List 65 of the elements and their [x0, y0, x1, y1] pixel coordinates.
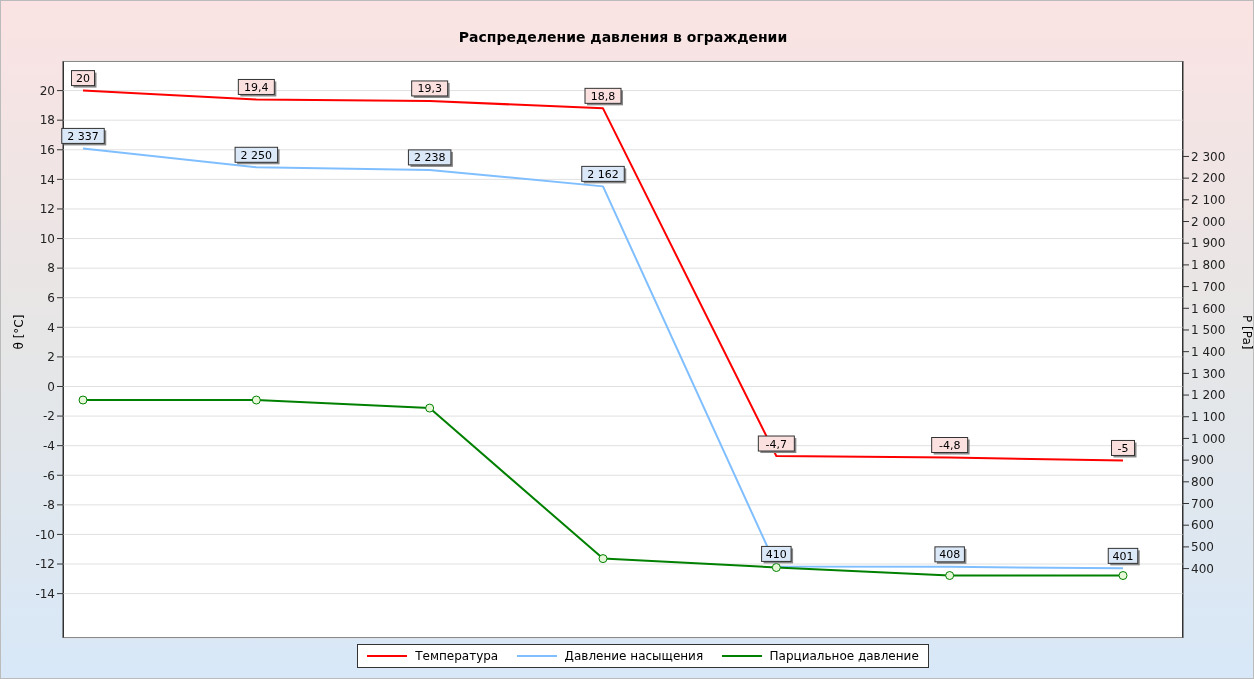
y-tick-label: -10 — [35, 527, 55, 542]
y-tick-label: 4 — [47, 320, 55, 335]
data-label: 19,4 — [244, 80, 269, 94]
y2-tick-label: 1 100 — [1191, 410, 1226, 424]
data-label: 410 — [765, 547, 787, 561]
point — [771, 563, 781, 572]
y-tick-label: 14 — [39, 172, 55, 187]
y2-tick-label: 1 900 — [1191, 236, 1226, 251]
y-tick-label: 6 — [47, 290, 55, 305]
y-tick-label: -6 — [43, 468, 55, 483]
y-tick-label: 18 — [39, 113, 55, 128]
y2-tick-label: 2 200 — [1191, 171, 1226, 186]
data-label: 401 — [1112, 549, 1134, 563]
y2-tick-label: 1 800 — [1191, 258, 1226, 273]
point — [251, 395, 261, 405]
legend-label: Температура — [415, 649, 499, 663]
y-tick-label: -2 — [43, 409, 55, 424]
data-label: -5 — [1117, 441, 1129, 455]
y2-tick-label: 2 100 — [1191, 193, 1226, 208]
data-label: 2 250 — [240, 148, 273, 162]
y-tick-label: -14 — [35, 586, 55, 601]
y2-tick-label: 600 — [1191, 518, 1214, 533]
y2-tick-label: 1 700 — [1191, 279, 1226, 294]
y2-tick-label: 700 — [1191, 496, 1214, 511]
y2-tick-label: 500 — [1191, 540, 1214, 555]
y2-tick-label: 2 000 — [1191, 214, 1226, 229]
data-label: -4,8 — [938, 439, 961, 452]
y2-tick-label: 1 500 — [1191, 323, 1226, 338]
y2-tick-label: 800 — [1191, 475, 1214, 490]
y2-tick-label: 1 300 — [1191, 366, 1226, 381]
y-tick-label: 12 — [39, 202, 55, 217]
data-label: 2 162 — [587, 167, 619, 181]
y-tick-label: -12 — [35, 557, 55, 572]
y-tick-label: -8 — [43, 498, 55, 513]
y-tick-label: 8 — [47, 261, 55, 276]
data-label: 20 — [76, 72, 90, 86]
data-label: -4,7 — [765, 437, 788, 451]
point — [945, 571, 955, 581]
y-tick-label: 0 — [47, 379, 55, 394]
y-tick-label: -4 — [43, 438, 55, 453]
y2-axis-title: P [Pa] — [1239, 315, 1254, 350]
y-tick-label: 16 — [39, 143, 55, 158]
point — [425, 403, 435, 413]
y2-tick-label: 1 400 — [1191, 344, 1226, 359]
data-label: 2 238 — [413, 151, 446, 165]
y-tick-label: 2 — [47, 350, 55, 365]
data-label: 408 — [939, 548, 961, 562]
point — [1118, 571, 1128, 581]
legend-label: Давление насыщения — [564, 649, 704, 663]
chart-title: Распределение давления в ограждении — [457, 29, 789, 45]
point — [78, 395, 88, 405]
y2-tick-label: 1 600 — [1191, 301, 1226, 316]
legend-label: Парциальное давление — [769, 649, 919, 663]
y2-tick-label: 900 — [1191, 453, 1214, 468]
y2-tick-label: 2 300 — [1191, 149, 1226, 164]
y-tick-label: 20 — [39, 83, 55, 98]
data-label: 18,8 — [590, 89, 616, 103]
data-label: 19,3 — [417, 82, 442, 96]
data-label: 2 337 — [67, 129, 99, 143]
y-tick-label: 10 — [39, 231, 55, 246]
y2-tick-label: 400 — [1191, 561, 1214, 576]
y2-tick-label: 1 200 — [1191, 388, 1226, 403]
y2-tick-label: 1 000 — [1191, 431, 1226, 446]
point — [598, 554, 608, 564]
y-axis-title: θ [°C] — [12, 314, 27, 350]
